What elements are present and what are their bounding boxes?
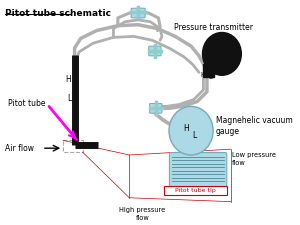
Circle shape [169, 106, 213, 155]
FancyBboxPatch shape [131, 8, 145, 18]
Text: Pressure transmitter: Pressure transmitter [174, 23, 253, 32]
Text: H: H [201, 72, 206, 78]
Text: H: H [65, 75, 71, 84]
Text: Pitot tube: Pitot tube [8, 99, 46, 108]
Circle shape [202, 32, 241, 75]
Text: H: H [183, 124, 189, 133]
Text: Low pressure
flow: Low pressure flow [232, 152, 276, 166]
Text: Pitot tube schematic: Pitot tube schematic [5, 9, 111, 18]
Bar [63, 140, 83, 152]
Text: L: L [208, 74, 212, 80]
FancyBboxPatch shape [164, 186, 227, 195]
Text: Magnehelic vacuum
gauge: Magnehelic vacuum gauge [216, 116, 292, 136]
Text: High pressure
flow: High pressure flow [119, 207, 166, 221]
Text: L: L [193, 131, 197, 140]
Text: L: L [67, 94, 71, 103]
Text: Air flow: Air flow [5, 144, 34, 153]
FancyBboxPatch shape [169, 153, 227, 187]
Bar [203, 64, 214, 77]
FancyBboxPatch shape [150, 104, 162, 113]
Text: Pitot tube tip: Pitot tube tip [175, 189, 216, 194]
FancyBboxPatch shape [149, 46, 161, 56]
